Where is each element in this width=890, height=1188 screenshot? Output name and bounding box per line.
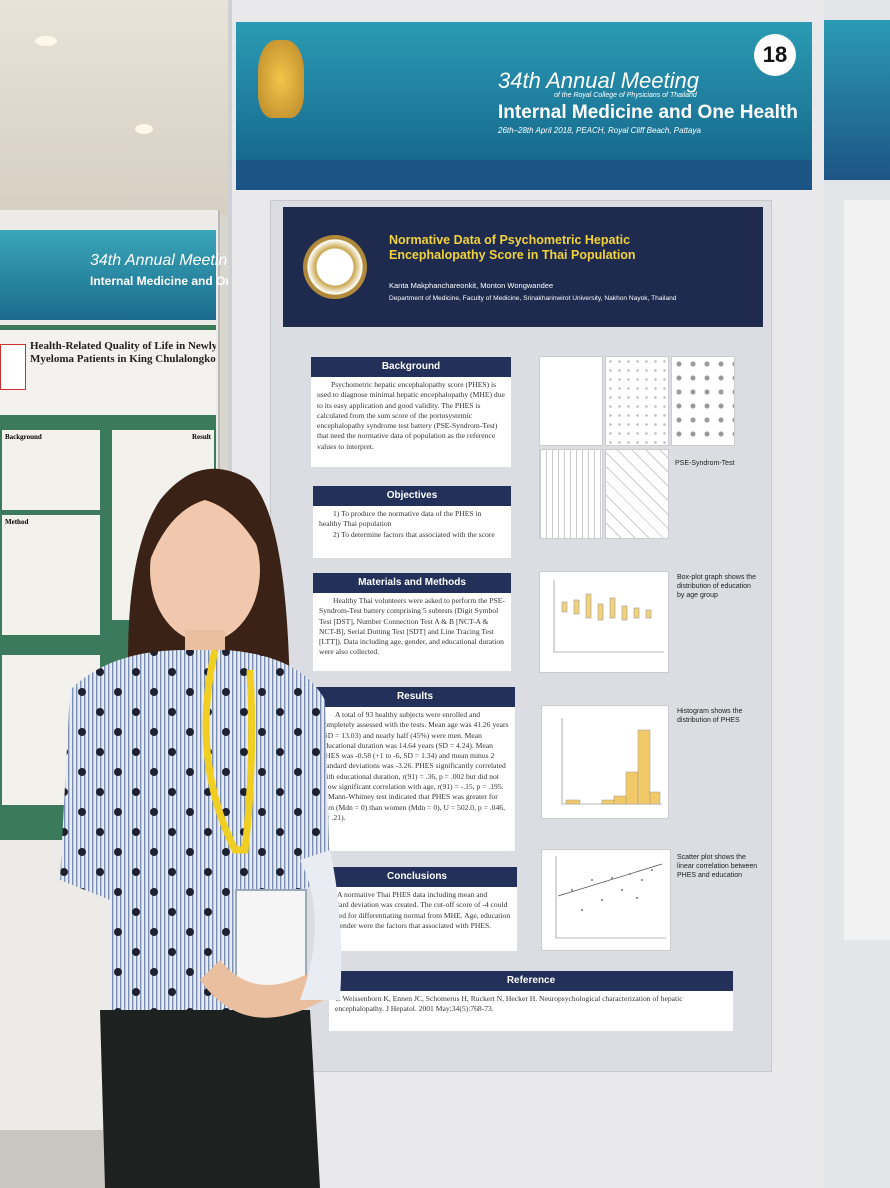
banner: 34th Annual Meeting of the Royal College… bbox=[236, 22, 812, 190]
right-banner bbox=[824, 20, 890, 180]
section-body: Psychometric hepatic encephalopathy scor… bbox=[311, 377, 511, 467]
banner-meeting: 34th Annual Meeting bbox=[498, 68, 699, 93]
dot bbox=[629, 873, 631, 875]
left-heading: Background bbox=[5, 433, 42, 441]
emblem bbox=[258, 40, 304, 118]
shape bbox=[637, 729, 651, 805]
dot bbox=[651, 869, 653, 871]
section-heading: Materials and Methods bbox=[313, 573, 511, 593]
figure-caption: Box-plot graph shows the distribution of… bbox=[677, 574, 756, 599]
objective-item: 2) To determine factors that associated … bbox=[333, 529, 495, 539]
shape bbox=[235, 889, 307, 991]
poster-header: Normative Data of Psychometric Hepatic E… bbox=[283, 207, 763, 327]
banner-dates: 26th–28th April 2018, PEACH, Royal Cliff… bbox=[498, 126, 701, 135]
shape bbox=[561, 601, 568, 613]
left-banner-text: 34th Annual Meeting bbox=[90, 252, 237, 269]
left-panel: Method bbox=[2, 515, 100, 635]
section-heading: Background bbox=[311, 357, 511, 377]
test-sheet bbox=[539, 356, 603, 446]
shape bbox=[633, 607, 640, 619]
shape bbox=[100, 1010, 320, 1188]
shape bbox=[609, 597, 616, 619]
poster-title: Normative Data of Psychometric Hepatic E… bbox=[389, 233, 636, 262]
shape bbox=[557, 863, 663, 897]
dot bbox=[571, 889, 573, 891]
ceiling-light bbox=[135, 124, 153, 134]
dot bbox=[641, 879, 643, 881]
shape bbox=[645, 609, 652, 619]
red-cross bbox=[0, 344, 26, 390]
poster: Normative Data of Psychometric Hepatic E… bbox=[270, 200, 772, 1072]
left-panel: Background bbox=[2, 430, 100, 510]
section-heading: Objectives bbox=[313, 486, 511, 506]
test-sheet bbox=[539, 449, 603, 539]
shape bbox=[150, 498, 260, 642]
ceiling-light bbox=[35, 36, 57, 46]
left-heading: Method bbox=[5, 518, 29, 526]
poster-authors: Kanta Makphanchareonkit, Monton Wongwand… bbox=[389, 281, 554, 290]
shape bbox=[597, 603, 604, 621]
shape bbox=[200, 960, 340, 1018]
boxplot-figure bbox=[539, 571, 669, 673]
test-sheet bbox=[605, 356, 669, 446]
left-poster-title: Health-Related Quality of Life in Newly … bbox=[30, 340, 216, 365]
shape bbox=[565, 799, 581, 805]
section-heading: Results bbox=[315, 687, 515, 707]
dot bbox=[581, 909, 583, 911]
banner-theme: Internal Medicine and One Health bbox=[498, 102, 798, 123]
figure-caption: PSE-Syndrom-Test bbox=[675, 460, 735, 467]
boxplot-drawing bbox=[553, 580, 664, 653]
left-banner: 34th Annual Meeting Internal Medicine an… bbox=[0, 230, 279, 320]
poster-logo bbox=[303, 235, 367, 299]
section-body: Healthy Thai volunteers were asked to pe… bbox=[313, 593, 511, 671]
poster-affiliation: Department of Medicine, Faculty of Medic… bbox=[389, 295, 677, 302]
figure-caption: Histogram shows the distribution of PHES bbox=[677, 708, 743, 724]
scatter-drawing bbox=[555, 856, 666, 939]
section-body: A total of 93 healthy subjects were enro… bbox=[315, 707, 515, 851]
scatter-figure bbox=[541, 849, 671, 951]
dot bbox=[621, 889, 623, 891]
shape bbox=[561, 593, 652, 621]
test-sheet bbox=[605, 449, 669, 539]
shape bbox=[571, 869, 653, 911]
shape bbox=[553, 580, 664, 653]
section-body: 1) To produce the normative data of the … bbox=[313, 506, 511, 558]
board-number: 18 bbox=[754, 34, 796, 76]
left-poster-title-box: Health-Related Quality of Life in Newly … bbox=[0, 330, 216, 415]
shape bbox=[565, 729, 661, 805]
histogram-figure bbox=[541, 705, 669, 819]
dot bbox=[636, 897, 638, 899]
right-poster bbox=[844, 200, 890, 940]
dot bbox=[601, 899, 603, 901]
shape bbox=[300, 850, 342, 1000]
dot bbox=[591, 879, 593, 881]
banner-college: of the Royal College of Physicians of Th… bbox=[554, 92, 697, 99]
section-body: A normative Thai PHES data including mea… bbox=[317, 887, 517, 951]
left-heading: Result bbox=[191, 433, 211, 441]
shape bbox=[585, 593, 592, 619]
shape bbox=[202, 649, 256, 854]
figure-caption: Scatter plot shows the linear correlatio… bbox=[677, 854, 758, 879]
ceiling bbox=[0, 0, 230, 215]
shape bbox=[150, 470, 266, 560]
section-body: 1. Weissenborn K, Ennen JC, Schomerus H,… bbox=[329, 991, 733, 1031]
section-heading: Reference bbox=[329, 971, 733, 991]
objective-item: 1) To produce the normative data of the … bbox=[319, 509, 482, 529]
right-board bbox=[824, 0, 890, 1188]
test-sheet bbox=[671, 356, 735, 446]
shape bbox=[555, 856, 666, 939]
section-heading: Conclusions bbox=[317, 867, 517, 887]
shape bbox=[621, 605, 628, 621]
shape bbox=[573, 599, 580, 615]
histogram-drawing bbox=[561, 718, 662, 805]
dot bbox=[611, 877, 613, 879]
shape bbox=[649, 791, 661, 805]
